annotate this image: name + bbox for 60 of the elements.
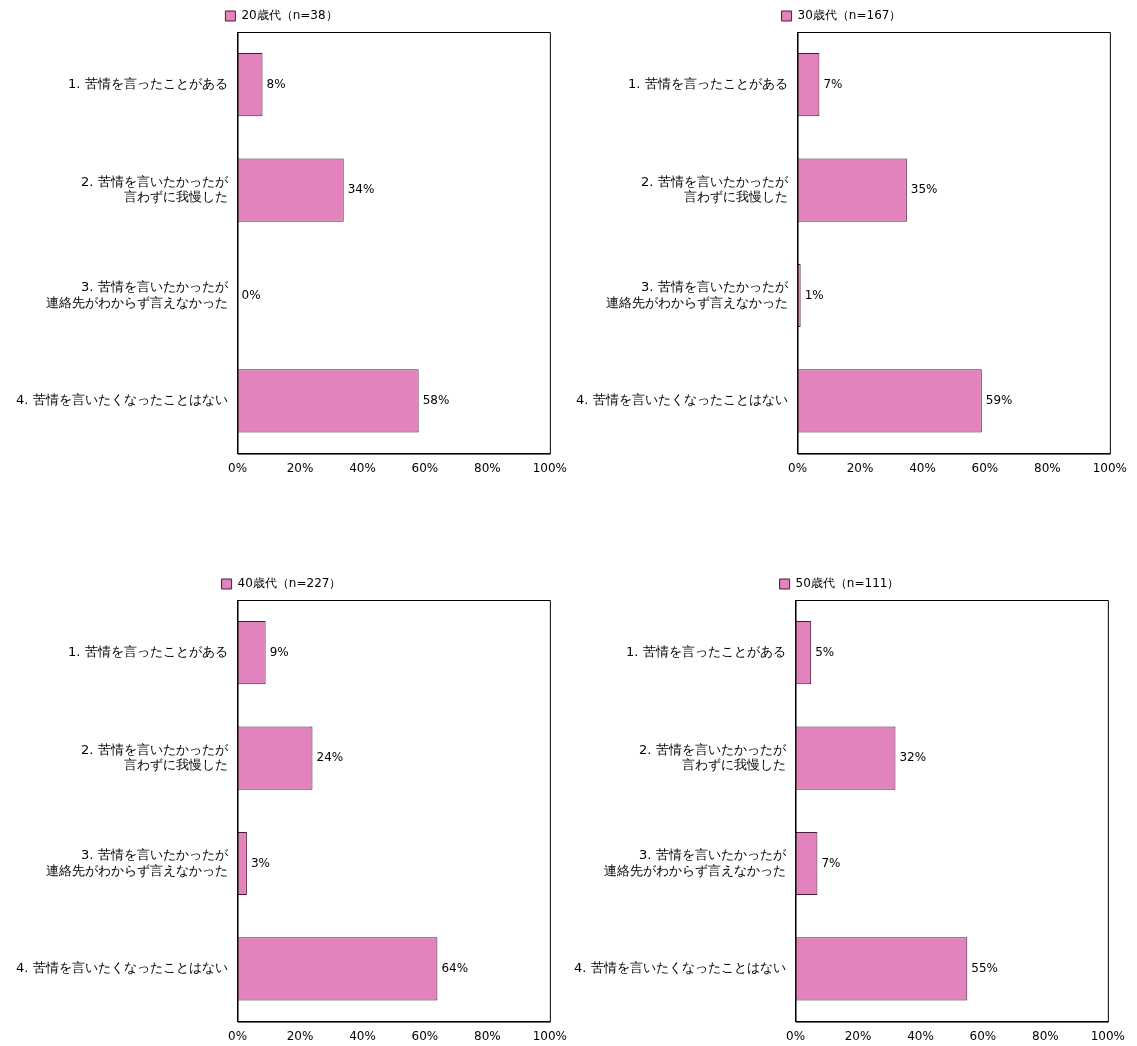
y-tick-label: 3. 苦情を言いたかったが連絡先がわからず言えなかった	[605, 279, 789, 310]
y-tick-label: 4. 苦情を言いたくなったことはない	[573, 960, 786, 976]
legend-label: 30歳代（n=167）	[797, 8, 902, 23]
y-tick-label: 1. 苦情を言ったことがある	[67, 644, 228, 660]
y-tick-label: 1. 苦情を言ったことがある	[627, 76, 788, 92]
data-label: 9%	[269, 644, 289, 659]
y-tick-label: 3. 苦情を言いたかったが連絡先がわからず言えなかった	[45, 847, 229, 878]
data-label: 58%	[422, 393, 450, 408]
x-tick-label: 20%	[844, 1028, 872, 1043]
y-tick-label: 3. 苦情を言いたかったが連絡先がわからず言えなかった	[603, 847, 787, 878]
y-tick-label: 2. 苦情を言いたかったが言わずに我慢した	[640, 173, 789, 205]
y-tick-label: 4. 苦情を言いたくなったことはない	[15, 960, 228, 976]
x-tick-label: 100%	[1092, 460, 1127, 475]
data-label: 59%	[985, 393, 1013, 408]
x-tick-label: 60%	[411, 1028, 439, 1043]
x-tick-label: 80%	[1032, 1028, 1059, 1043]
y-tick-label: 4. 苦情を言いたくなったことはない	[15, 392, 228, 408]
data-label: 7%	[823, 76, 843, 91]
y-tick-label: 1. 苦情を言ったことがある	[625, 644, 786, 660]
legend-label: 40歳代（n=227）	[237, 576, 342, 591]
x-tick-label: 100%	[532, 1028, 567, 1043]
x-tick-label: 100%	[532, 460, 567, 475]
data-label: 24%	[316, 750, 344, 765]
y-tick-label: 3. 苦情を言いたかったが連絡先がわからず言えなかった	[45, 279, 229, 310]
data-label: 3%	[250, 855, 270, 870]
data-label: 8%	[266, 76, 286, 91]
data-label: 64%	[441, 961, 469, 976]
x-tick-label: 60%	[411, 460, 439, 475]
x-tick-label: 40%	[349, 1028, 376, 1043]
x-tick-label: 40%	[907, 1028, 934, 1043]
data-label: 7%	[821, 855, 841, 870]
legend-label: 50歳代（n=111）	[795, 576, 900, 591]
x-tick-label: 20%	[846, 460, 874, 475]
y-tick-label: 2. 苦情を言いたかったが言わずに我慢した	[638, 741, 787, 773]
x-tick-label: 80%	[1034, 460, 1061, 475]
x-tick-label: 0%	[228, 1028, 248, 1043]
data-label: 55%	[971, 961, 998, 976]
data-label: 1%	[804, 287, 824, 302]
x-tick-label: 40%	[349, 460, 376, 475]
y-tick-label: 4. 苦情を言いたくなったことはない	[575, 392, 788, 408]
x-tick-label: 100%	[1090, 1028, 1125, 1043]
x-tick-label: 0%	[786, 1028, 806, 1043]
x-tick-label: 60%	[971, 460, 999, 475]
data-label: 35%	[910, 182, 938, 197]
x-tick-label: 0%	[788, 460, 808, 475]
y-tick-label: 1. 苦情を言ったことがある	[67, 76, 228, 92]
y-tick-label: 2. 苦情を言いたかったが言わずに我慢した	[80, 173, 229, 205]
x-tick-label: 80%	[474, 460, 501, 475]
x-tick-label: 60%	[969, 1028, 997, 1043]
x-tick-label: 40%	[909, 460, 936, 475]
x-tick-label: 20%	[286, 460, 314, 475]
data-label: 0%	[241, 287, 261, 302]
data-label: 32%	[899, 750, 927, 765]
x-tick-label: 80%	[474, 1028, 501, 1043]
x-tick-label: 0%	[228, 460, 248, 475]
data-label: 5%	[815, 644, 835, 659]
x-tick-label: 20%	[286, 1028, 314, 1043]
legend-label: 20歳代（n=38）	[241, 8, 338, 23]
y-tick-label: 2. 苦情を言いたかったが言わずに我慢した	[80, 741, 229, 773]
data-label: 34%	[347, 182, 375, 197]
